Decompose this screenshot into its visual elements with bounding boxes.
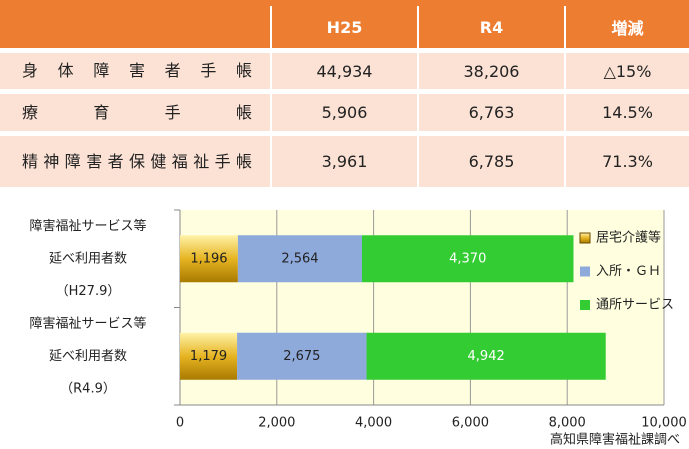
table-cell: 14.5% xyxy=(564,89,689,131)
value-label: 2,564 xyxy=(281,251,318,266)
legend-swatch xyxy=(580,300,590,310)
x-tick-label: 2,000 xyxy=(258,416,295,431)
category-label: （H27.9） xyxy=(56,284,121,299)
table-row: 療育手帳 5,906 6,763 14.5% xyxy=(0,89,689,131)
table-cell: 6,763 xyxy=(417,89,564,131)
value-label: 2,675 xyxy=(283,349,320,364)
stats-table: H25 R4 増減 身体障害者手帳 44,934 38,206 △15% 療育手帳 5,9… xyxy=(0,0,689,187)
table-row: 身体障害者手帳 44,934 38,206 △15% xyxy=(0,48,689,89)
table-cell: 3,961 xyxy=(270,131,417,187)
category-label: （R4.9） xyxy=(60,381,116,396)
value-label: 4,942 xyxy=(468,349,505,364)
source-note: 高知県障害福祉課調べ xyxy=(550,432,680,448)
header-cell: R4 xyxy=(417,6,564,48)
table-cell: 5,906 xyxy=(270,89,417,131)
header-row: H25 R4 増減 xyxy=(0,6,689,48)
category-label: 延べ利用者数 xyxy=(49,251,127,266)
category-label: 障害福祉サービス等 xyxy=(29,315,146,331)
x-tick-label: 6,000 xyxy=(452,416,489,431)
table-row: 精神障害者保健福祉手帳 3,961 6,785 71.3% xyxy=(0,131,689,187)
row-label: 身体障害者手帳 xyxy=(0,48,270,89)
table-cell: △15% xyxy=(564,48,689,89)
bar-segment xyxy=(366,332,606,380)
legend-swatch xyxy=(579,232,591,244)
table-cell: 6,785 xyxy=(417,131,564,187)
value-label: 1,196 xyxy=(190,251,227,266)
category-label: 延べ利用者数 xyxy=(49,349,127,364)
header-cell: H25 xyxy=(270,6,417,48)
x-tick-label: 8,000 xyxy=(549,416,586,431)
bar-segment xyxy=(180,235,238,283)
bar-segment xyxy=(180,332,238,380)
legend-label: 居宅介護等 xyxy=(596,230,661,246)
table-cell: 38,206 xyxy=(417,48,564,89)
bar-segment xyxy=(237,332,367,380)
value-label: 4,370 xyxy=(449,251,486,266)
table-body: 身体障害者手帳 44,934 38,206 △15% 療育手帳 5,906 6,763 14.… xyxy=(0,48,689,187)
legend-label: 通所サービス xyxy=(596,298,674,313)
bar-segment xyxy=(361,235,574,283)
row-label: 精神障害者保健福祉手帳 xyxy=(0,131,270,187)
table-cell: 44,934 xyxy=(270,48,417,89)
row-label: 療育手帳 xyxy=(0,89,270,131)
legend-label: 入所・ＧＨ xyxy=(596,264,661,279)
value-label: 1,179 xyxy=(190,349,227,364)
header-cell: 増減 xyxy=(564,6,689,48)
x-tick-label: 4,000 xyxy=(355,416,392,431)
x-tick-label: 10,000 xyxy=(641,416,687,431)
x-tick-label: 0 xyxy=(176,416,184,431)
header-blank xyxy=(0,6,270,48)
legend-swatch xyxy=(580,266,590,277)
bar-segment xyxy=(237,235,362,283)
category-label: 障害福祉サービス等 xyxy=(29,218,146,234)
table-cell: 71.3% xyxy=(564,131,689,187)
